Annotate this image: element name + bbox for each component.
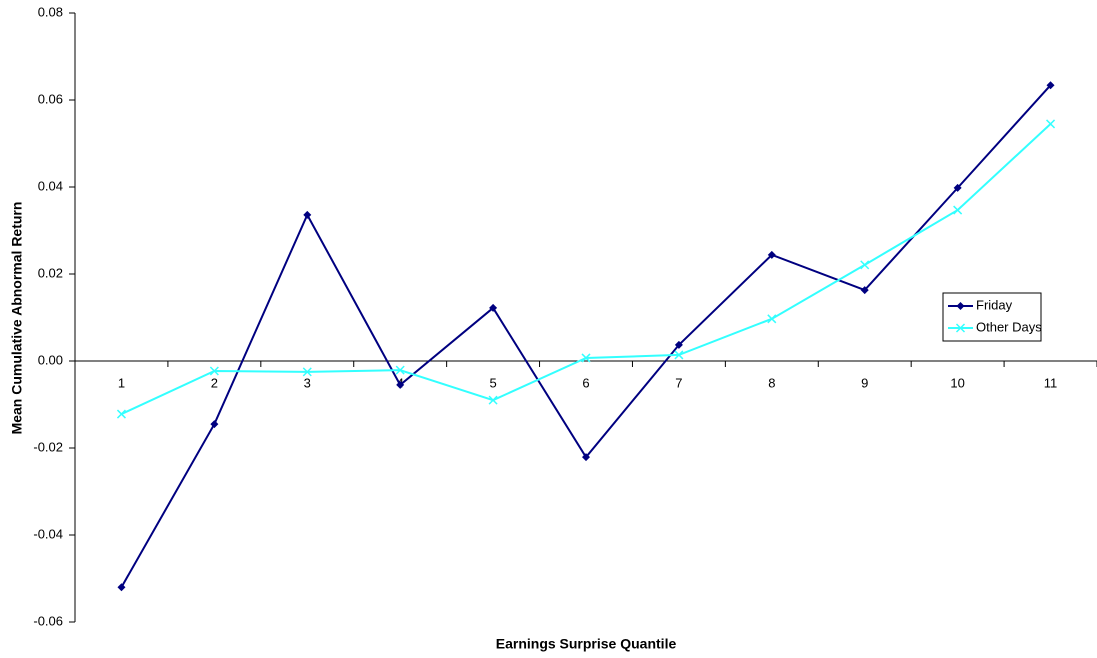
point [582,453,590,462]
point [489,303,498,312]
series-line [121,123,1052,415]
point [209,366,219,376]
legend-box [942,292,1042,342]
point [767,314,777,324]
y-tick-label: -0.02 [33,439,63,454]
x-tick-label: 3 [304,375,311,390]
point [953,205,963,215]
point [116,409,126,419]
y-tick-label: 0.04 [38,178,63,193]
y-tick-label: 0.08 [38,4,63,19]
point [581,353,591,363]
point [1046,81,1055,90]
point [956,302,965,310]
point [302,367,312,377]
x-tick-label: 10 [950,375,964,390]
y-tick-label: -0.06 [33,613,63,628]
x-tick-label: 9 [861,375,868,390]
point [953,183,962,192]
x-tick-label: 5 [489,375,496,390]
x-tick-label: 1 [118,375,125,390]
point [395,365,405,375]
point [860,286,869,295]
x-tick-label: 8 [768,375,775,390]
x-tick-label: 6 [582,375,589,390]
y-tick-label: -0.04 [33,526,63,541]
point [674,340,683,349]
x-tick-label: 7 [675,375,682,390]
point [674,350,684,360]
point [117,583,126,592]
x-tick-label: 11 [1044,375,1058,390]
point [767,250,776,259]
point [396,380,405,389]
x-axis-title: Earnings Surprise Quantile [496,636,677,652]
point [488,395,498,405]
y-axis-title: Mean Cumulative Abnormal Return [9,202,25,435]
point [303,210,312,219]
point [860,260,870,270]
x-tick-label: 2 [211,375,218,390]
point [1046,119,1056,129]
legend-label: Other Days [976,319,1042,334]
legend-label: Friday [976,297,1013,312]
y-tick-label: 0.06 [38,91,63,106]
series-line [120,84,1052,588]
y-tick-label: 0.02 [38,265,63,280]
point [210,420,219,429]
y-tick-label: 0.00 [38,352,63,367]
point [955,323,966,333]
